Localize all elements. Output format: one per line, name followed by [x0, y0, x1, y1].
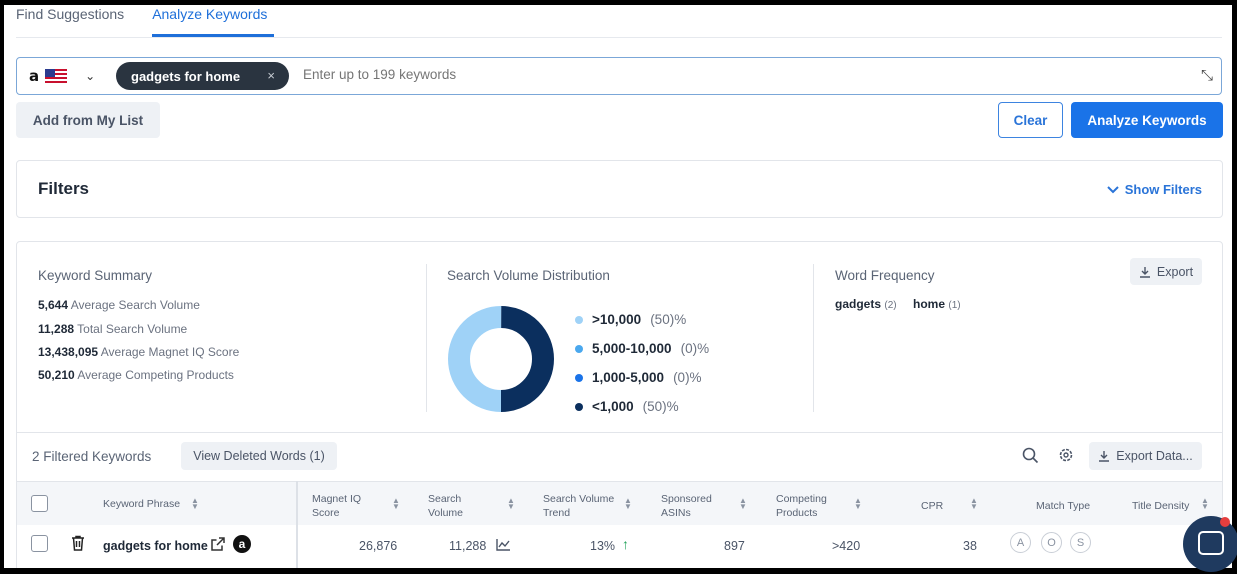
add-from-my-list-button[interactable]: Add from My List [16, 102, 160, 138]
match-type-a[interactable]: A [1010, 532, 1031, 553]
view-deleted-words-button[interactable]: View Deleted Words (1) [181, 442, 337, 470]
tab-analyze-keywords[interactable]: Analyze Keywords [152, 5, 275, 37]
row-magnet-iq: 26,876 [359, 539, 398, 553]
search-volume-donut [448, 306, 554, 412]
us-flag-icon [45, 69, 68, 83]
app-frame: Find Suggestions Analyze Keywords a ⌄ ga… [4, 5, 1232, 568]
th-title-density[interactable]: Title Density [1132, 500, 1190, 512]
word-gadgets: gadgets (2) [835, 297, 897, 311]
chevron-down-icon [1106, 185, 1119, 193]
stat-avg-search-volume: 5,644 Average Search Volume [38, 298, 200, 312]
th-competing-products[interactable]: Competing Products [776, 493, 827, 519]
sort-icon[interactable]: ▲ ▼ [739, 496, 747, 511]
th-search-volume-trend[interactable]: Search Volume Trend [543, 493, 615, 519]
row-competing-products: >420 [832, 539, 861, 553]
tab-find-suggestions[interactable]: Find Suggestions [16, 6, 125, 22]
row-checkbox[interactable] [31, 535, 48, 552]
sort-icon[interactable]: ▲ ▼ [507, 496, 515, 511]
select-all-checkbox[interactable] [31, 495, 48, 512]
sort-icon[interactable]: ▲ ▼ [392, 496, 400, 511]
section-divider [813, 264, 814, 412]
sort-icon[interactable]: ▲ ▼ [624, 496, 632, 511]
filters-title: Filters [38, 179, 90, 198]
match-type-o[interactable]: O [1041, 532, 1062, 553]
legend-item: >10,000 (50)% [575, 312, 686, 327]
arrow-up-icon: ↑ [622, 536, 629, 552]
row-cpr: 38 [963, 539, 977, 553]
analyze-keywords-button[interactable]: Analyze Keywords [1071, 102, 1223, 138]
legend-dot [575, 344, 583, 353]
legend-item: 5,000-10,000 (0)% [575, 341, 709, 356]
filters-panel: Filters Show Filters [16, 160, 1223, 218]
clear-button[interactable]: Clear [998, 102, 1063, 138]
keyword-chip: gadgets for home × [116, 62, 289, 90]
keyword-chip-label: gadgets for home [131, 68, 241, 84]
legend-item: <1,000 (50)% [575, 399, 679, 414]
word-home: home (1) [913, 297, 961, 311]
distribution-title: Search Volume Distribution [447, 268, 610, 283]
row-keyword-phrase: gadgets for home [103, 539, 208, 553]
sort-icon[interactable]: ▲ ▼ [854, 496, 862, 511]
keyword-summary-title: Keyword Summary [38, 268, 153, 283]
trend-chart-icon[interactable] [496, 538, 511, 556]
table-header: Keyword Phrase ▲ ▼ Magnet IQ Score ▲ ▼ Sea… [17, 481, 1222, 525]
show-filters-toggle[interactable]: Show Filters [1106, 182, 1202, 197]
export-data-button[interactable]: Export Data... [1089, 442, 1202, 470]
row-trend: 13% [590, 539, 616, 553]
stat-total-search-volume: 11,288 Total Search Volume [38, 322, 188, 336]
chat-icon[interactable] [1183, 516, 1237, 572]
th-match-type: Match Type [1036, 500, 1091, 512]
filtered-count: 2 Filtered Keywords [32, 449, 152, 464]
legend-dot [575, 402, 583, 411]
sort-icon[interactable]: ▲ ▼ [1201, 496, 1209, 511]
show-filters-label: Show Filters [1124, 182, 1202, 197]
stat-avg-competing: 50,210 Average Competing Products [38, 368, 234, 382]
match-type-s[interactable]: S [1070, 532, 1091, 553]
keywords-input[interactable] [303, 67, 1103, 82]
word-frequency-title: Word Frequency [835, 268, 935, 283]
export-data-label: Export Data... [1116, 449, 1193, 463]
sticky-column-divider [296, 481, 298, 568]
legend-dot [575, 315, 583, 324]
th-keyword-phrase[interactable]: Keyword Phrase [103, 498, 181, 510]
row-sponsored-asins: 897 [724, 539, 745, 553]
section-divider [426, 264, 427, 412]
tabs-divider [16, 37, 1222, 38]
close-icon[interactable]: × [267, 68, 275, 83]
search-icon[interactable] [1022, 447, 1039, 469]
chevron-down-icon: ⌄ [85, 69, 96, 83]
keyword-input-box: a ⌄ gadgets for home × ⤡ [16, 57, 1222, 95]
amazon-icon: a [29, 67, 40, 85]
th-magnet-iq[interactable]: Magnet IQ Score [312, 493, 362, 519]
tab-bar: Find Suggestions Analyze Keywords [16, 5, 275, 38]
summary-divider [17, 432, 1222, 433]
donut-slice [448, 306, 554, 412]
sort-icon[interactable]: ▲ ▼ [970, 496, 978, 511]
export-label: Export [1156, 264, 1194, 279]
th-cpr[interactable]: CPR [921, 500, 944, 512]
download-icon [1099, 451, 1110, 462]
stat-avg-magnet-iq: 13,438,095 Average Magnet IQ Score [38, 345, 240, 359]
sort-icon[interactable]: ▲ ▼ [191, 496, 199, 511]
notification-badge [1220, 517, 1230, 527]
legend-dot [575, 373, 583, 382]
amazon-icon[interactable]: a [233, 535, 251, 553]
row-search-volume: 11,288 [449, 539, 487, 553]
export-button[interactable]: Export [1130, 258, 1202, 285]
trash-icon[interactable] [71, 535, 85, 556]
th-search-volume[interactable]: Search Volume [428, 493, 464, 519]
download-icon [1139, 266, 1150, 278]
keyword-summary-card: Keyword Summary 5,644 Average Search Vol… [16, 241, 1223, 568]
gear-icon[interactable] [1058, 447, 1074, 468]
th-sponsored-asins[interactable]: Sponsored ASINs [661, 493, 712, 519]
expand-icon[interactable]: ⤡ [1200, 67, 1213, 84]
external-link-icon[interactable] [211, 537, 225, 556]
legend-item: 1,000-5,000 (0)% [575, 370, 702, 385]
marketplace-selector[interactable]: a ⌄ [29, 67, 95, 85]
